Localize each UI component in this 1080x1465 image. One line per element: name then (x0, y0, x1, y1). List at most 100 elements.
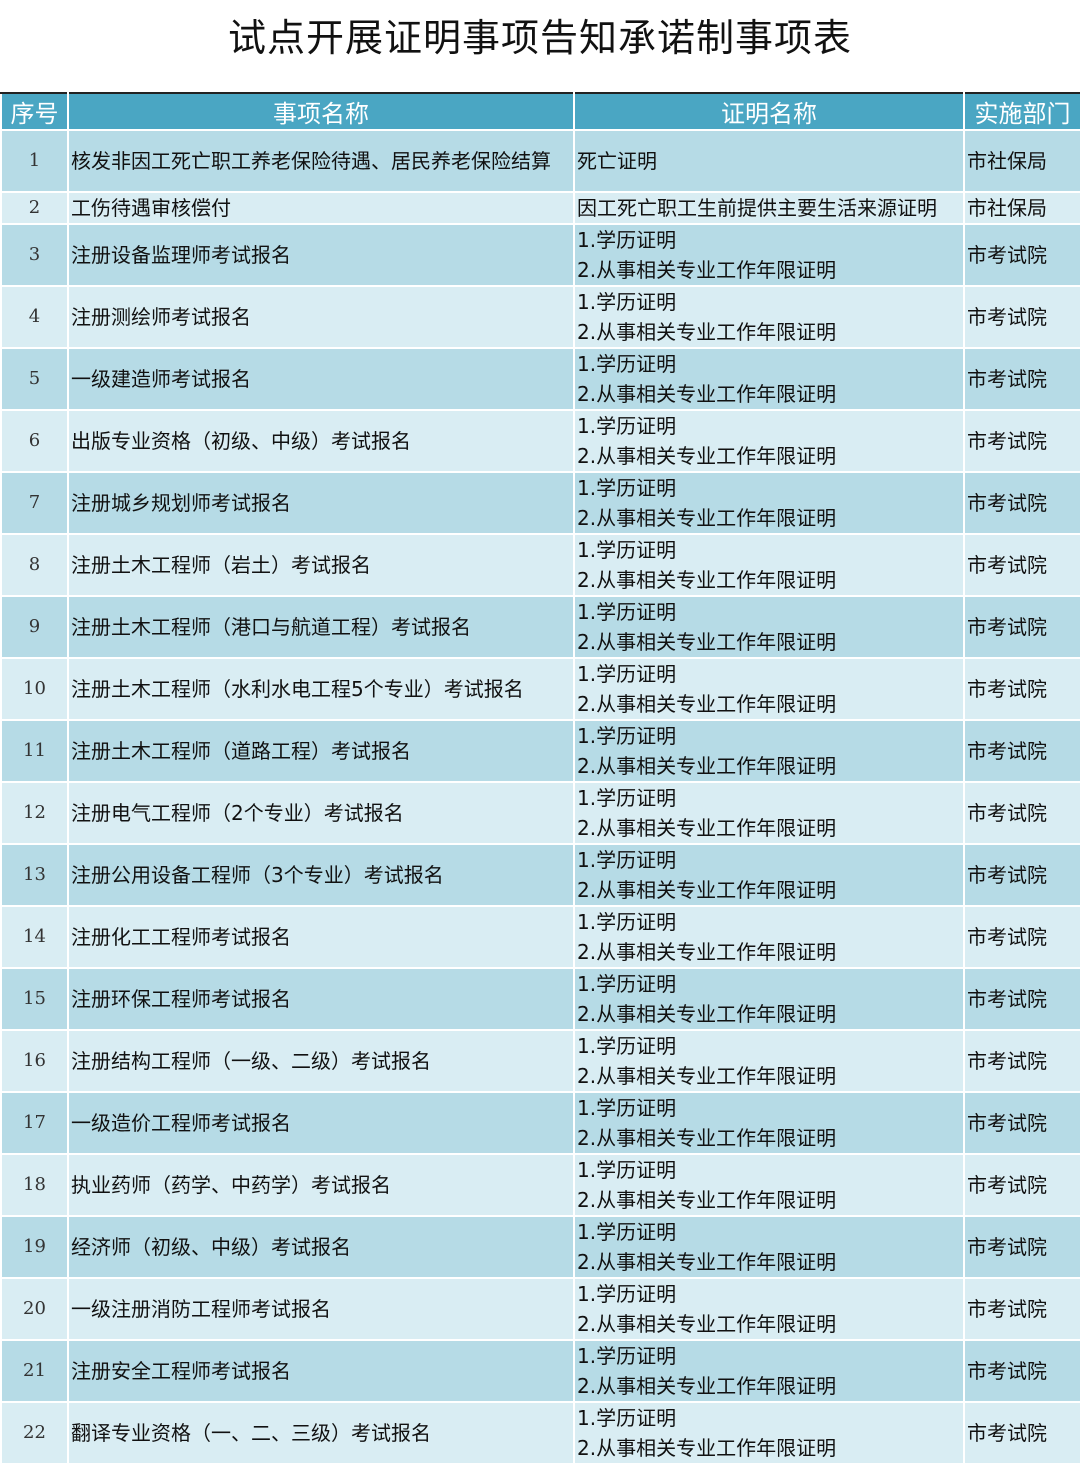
proof-names: 死亡证明 (573, 129, 965, 193)
proof-names: 1.学历证明 2.从事相关专业工作年限证明 (573, 843, 965, 907)
row-number: 15 (0, 967, 69, 1031)
proof-name: 1.学历证明 (577, 538, 677, 562)
table-header-row: 序号 事项名称 证明名称 实施部门 (0, 92, 1080, 131)
department: 市考试院 (963, 1339, 1080, 1403)
department: 市考试院 (963, 347, 1080, 411)
department: 市考试院 (963, 533, 1080, 597)
proof-name: 1.学历证明 (577, 972, 677, 996)
proof-name: 2.从事相关专业工作年限证明 (577, 1374, 837, 1398)
column-header-no: 序号 (0, 92, 69, 131)
proof-names: 1.学历证明 2.从事相关专业工作年限证明 (573, 1401, 965, 1465)
item-name: 注册城乡规划师考试报名 (67, 471, 575, 535)
item-name: 注册测绘师考试报名 (67, 285, 575, 349)
proof-name: 1.学历证明 (577, 1096, 677, 1120)
proof-name: 1.学历证明 (577, 1406, 677, 1430)
department: 市考试院 (963, 409, 1080, 473)
item-name: 注册土木工程师（道路工程）考试报名 (67, 719, 575, 783)
row-number: 8 (0, 533, 69, 597)
row-number: 12 (0, 781, 69, 845)
table-row: 3 注册设备监理师考试报名 1.学历证明 2.从事相关专业工作年限证明 市考试院 (0, 223, 1080, 287)
proof-names: 1.学历证明 2.从事相关专业工作年限证明 (573, 285, 965, 349)
proof-name: 1.学历证明 (577, 848, 677, 872)
table-row: 2 工伤待遇审核偿付 因工死亡职工生前提供主要生活来源证明 市社保局 (0, 191, 1080, 225)
proof-names: 1.学历证明 2.从事相关专业工作年限证明 (573, 471, 965, 535)
proof-name: 1.学历证明 (577, 414, 677, 438)
row-number: 20 (0, 1277, 69, 1341)
proof-name: 2.从事相关专业工作年限证明 (577, 754, 837, 778)
proof-names: 1.学历证明 2.从事相关专业工作年限证明 (573, 223, 965, 287)
proof-names: 1.学历证明 2.从事相关专业工作年限证明 (573, 905, 965, 969)
department: 市考试院 (963, 1277, 1080, 1341)
department: 市考试院 (963, 1029, 1080, 1093)
department: 市考试院 (963, 967, 1080, 1031)
department: 市考试院 (963, 657, 1080, 721)
proof-name: 1.学历证明 (577, 786, 677, 810)
page-title: 试点开展证明事项告知承诺制事项表 (227, 16, 852, 60)
row-number: 5 (0, 347, 69, 411)
proof-names: 1.学历证明 2.从事相关专业工作年限证明 (573, 347, 965, 411)
proof-name: 2.从事相关专业工作年限证明 (577, 1250, 837, 1274)
department: 市考试院 (963, 285, 1080, 349)
proof-name: 2.从事相关专业工作年限证明 (577, 692, 837, 716)
item-name: 一级建造师考试报名 (67, 347, 575, 411)
proof-name: 2.从事相关专业工作年限证明 (577, 320, 837, 344)
item-name: 注册公用设备工程师（3个专业）考试报名 (67, 843, 575, 907)
item-name: 执业药师（药学、中药学）考试报名 (67, 1153, 575, 1217)
proof-name: 2.从事相关专业工作年限证明 (577, 1064, 837, 1088)
proof-name: 1.学历证明 (577, 910, 677, 934)
items-table: 序号 事项名称 证明名称 实施部门 1 核发非因工死亡职工养老保险待遇、居民养老保… (0, 92, 1080, 1465)
item-name: 注册安全工程师考试报名 (67, 1339, 575, 1403)
item-name: 出版专业资格（初级、中级）考试报名 (67, 409, 575, 473)
proof-name: 因工死亡职工生前提供主要生活来源证明 (577, 196, 937, 220)
row-number: 6 (0, 409, 69, 473)
proof-names: 1.学历证明 2.从事相关专业工作年限证明 (573, 781, 965, 845)
table-row: 20 一级注册消防工程师考试报名 1.学历证明 2.从事相关专业工作年限证明 市考试院 (0, 1277, 1080, 1341)
item-name: 注册结构工程师（一级、二级）考试报名 (67, 1029, 575, 1093)
item-name: 注册环保工程师考试报名 (67, 967, 575, 1031)
proof-names: 1.学历证明 2.从事相关专业工作年限证明 (573, 1339, 965, 1403)
proof-name: 1.学历证明 (577, 228, 677, 252)
department: 市考试院 (963, 1215, 1080, 1279)
table-row: 21 注册安全工程师考试报名 1.学历证明 2.从事相关专业工作年限证明 市考试院 (0, 1339, 1080, 1403)
proof-names: 1.学历证明 2.从事相关专业工作年限证明 (573, 719, 965, 783)
table-row: 17 一级造价工程师考试报名 1.学历证明 2.从事相关专业工作年限证明 市考试院 (0, 1091, 1080, 1155)
table-row: 4 注册测绘师考试报名 1.学历证明 2.从事相关专业工作年限证明 市考试院 (0, 285, 1080, 349)
table-row: 15 注册环保工程师考试报名 1.学历证明 2.从事相关专业工作年限证明 市考试院 (0, 967, 1080, 1031)
proof-name: 2.从事相关专业工作年限证明 (577, 1002, 837, 1026)
table-row: 14 注册化工工程师考试报名 1.学历证明 2.从事相关专业工作年限证明 市考试院 (0, 905, 1080, 969)
column-header-proof: 证明名称 (573, 92, 965, 131)
department: 市考试院 (963, 471, 1080, 535)
department: 市考试院 (963, 595, 1080, 659)
row-number: 22 (0, 1401, 69, 1465)
row-number: 21 (0, 1339, 69, 1403)
proof-names: 1.学历证明 2.从事相关专业工作年限证明 (573, 657, 965, 721)
proof-name: 2.从事相关专业工作年限证明 (577, 1188, 837, 1212)
item-name: 经济师（初级、中级）考试报名 (67, 1215, 575, 1279)
table-row: 7 注册城乡规划师考试报名 1.学历证明 2.从事相关专业工作年限证明 市考试院 (0, 471, 1080, 535)
table-row: 5 一级建造师考试报名 1.学历证明 2.从事相关专业工作年限证明 市考试院 (0, 347, 1080, 411)
row-number: 19 (0, 1215, 69, 1279)
row-number: 17 (0, 1091, 69, 1155)
row-number: 13 (0, 843, 69, 907)
table-row: 9 注册土木工程师（港口与航道工程）考试报名 1.学历证明 2.从事相关专业工作年限证… (0, 595, 1080, 659)
table-row: 22 翻译专业资格（一、二、三级）考试报名 1.学历证明 2.从事相关专业工作年限证明… (0, 1401, 1080, 1465)
item-name: 注册土木工程师（岩土）考试报名 (67, 533, 575, 597)
column-header-item: 事项名称 (67, 92, 575, 131)
table-row: 19 经济师（初级、中级）考试报名 1.学历证明 2.从事相关专业工作年限证明 市考试院 (0, 1215, 1080, 1279)
department: 市考试院 (963, 719, 1080, 783)
proof-names: 1.学历证明 2.从事相关专业工作年限证明 (573, 1029, 965, 1093)
proof-name: 1.学历证明 (577, 724, 677, 748)
row-number: 4 (0, 285, 69, 349)
table-row: 6 出版专业资格（初级、中级）考试报名 1.学历证明 2.从事相关专业工作年限证明 市考… (0, 409, 1080, 473)
proof-names: 1.学历证明 2.从事相关专业工作年限证明 (573, 1277, 965, 1341)
row-number: 18 (0, 1153, 69, 1217)
department: 市考试院 (963, 223, 1080, 287)
column-header-dept: 实施部门 (963, 92, 1080, 131)
proof-name: 2.从事相关专业工作年限证明 (577, 568, 837, 592)
proof-name: 2.从事相关专业工作年限证明 (577, 1312, 837, 1336)
proof-name: 1.学历证明 (577, 1220, 677, 1244)
item-name: 一级造价工程师考试报名 (67, 1091, 575, 1155)
proof-name: 2.从事相关专业工作年限证明 (577, 1436, 837, 1460)
table-row: 11 注册土木工程师（道路工程）考试报名 1.学历证明 2.从事相关专业工作年限证明 市… (0, 719, 1080, 783)
proof-name: 2.从事相关专业工作年限证明 (577, 816, 837, 840)
